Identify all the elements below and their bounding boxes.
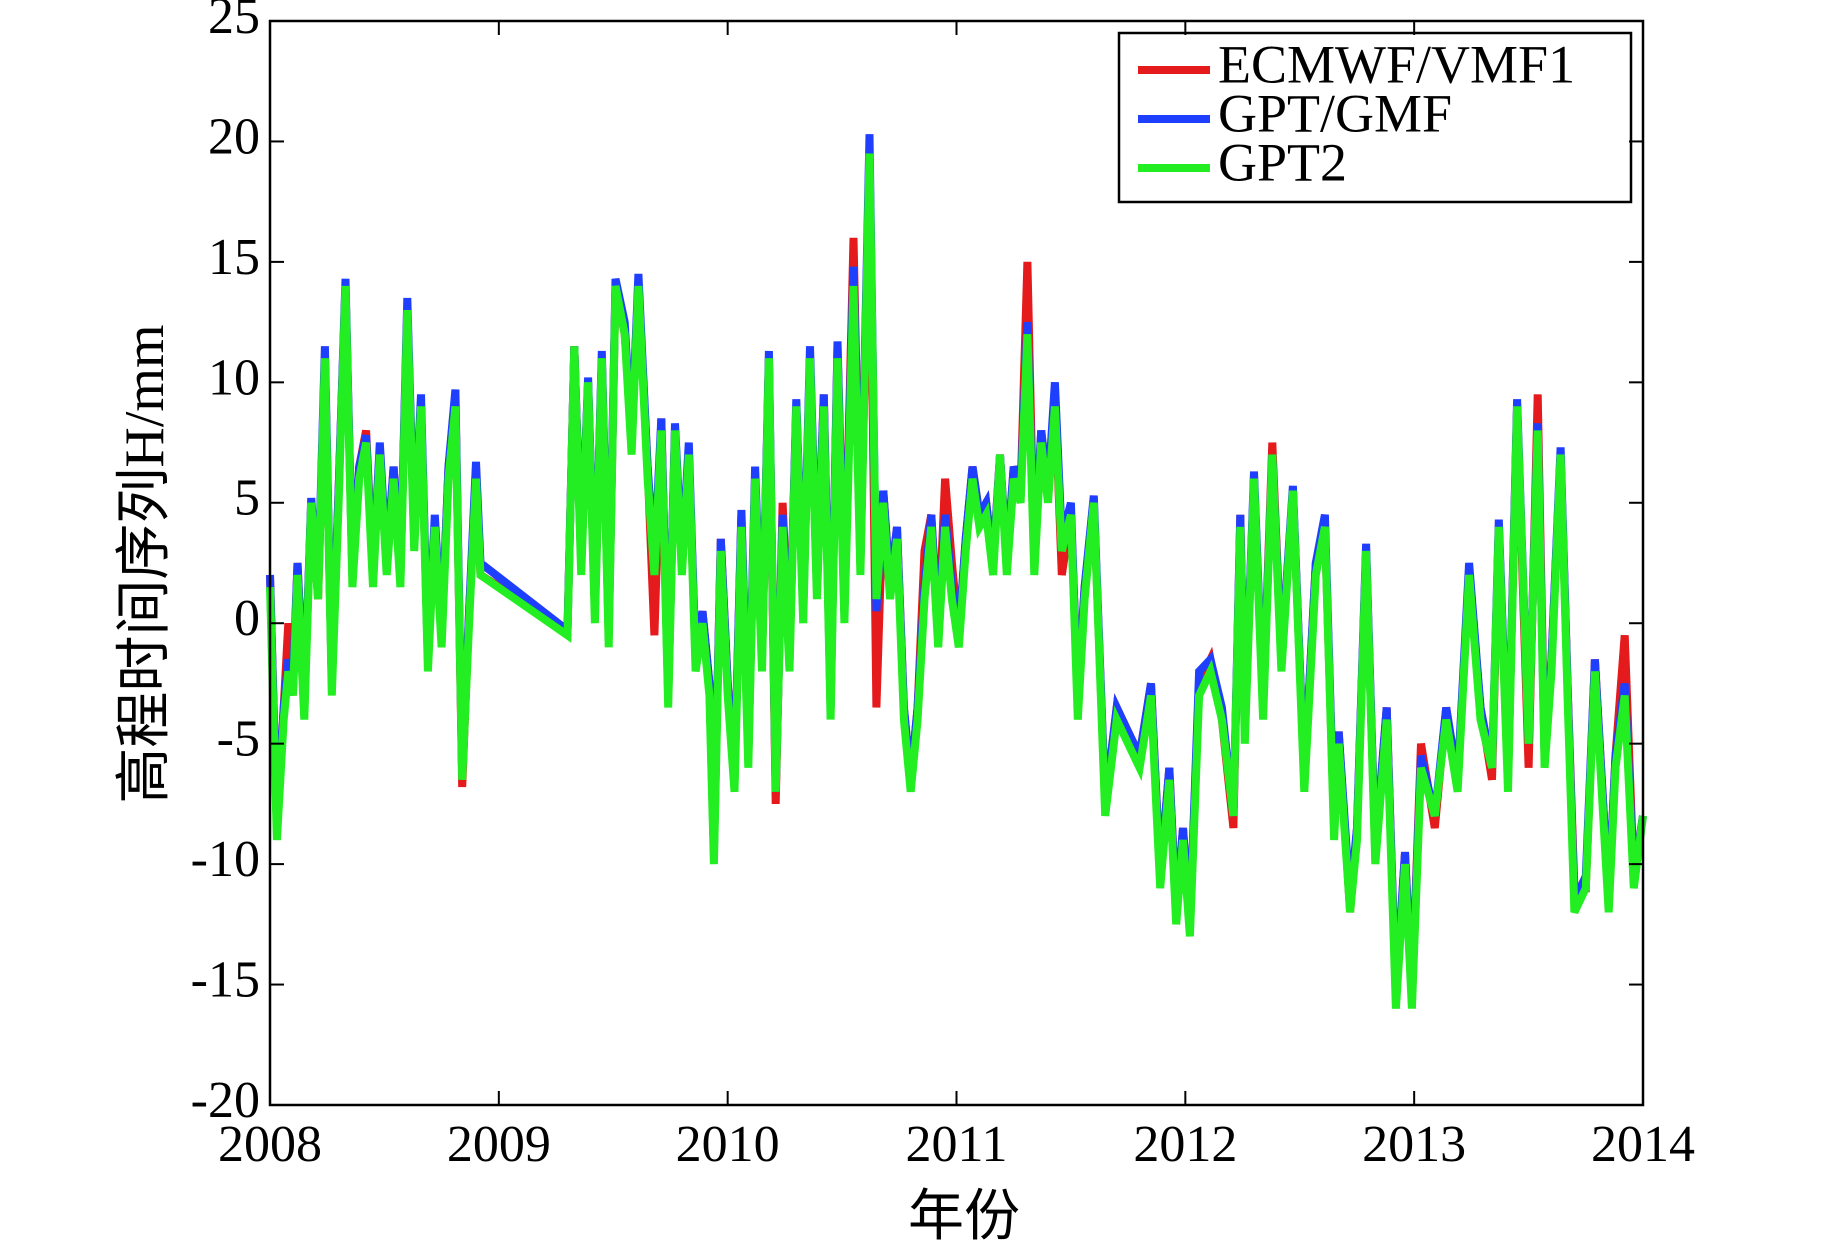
- series-line: [266, 153, 1647, 1009]
- y-tick-label: 0: [234, 590, 260, 647]
- x-tick-label: 2008: [218, 1116, 322, 1173]
- x-tick-label: 2010: [676, 1116, 780, 1173]
- legend-label: GPT/GMF: [1218, 83, 1452, 143]
- x-tick-label: 2014: [1591, 1116, 1695, 1173]
- y-tick-label: -15: [191, 951, 260, 1008]
- legend-label: GPT2: [1218, 132, 1347, 192]
- y-tick-label: -20: [191, 1072, 260, 1129]
- lines: [266, 134, 1647, 1009]
- x-axis-label: 年份: [908, 1186, 1020, 1248]
- y-tick-label: 15: [208, 229, 260, 286]
- legend-label: ECMWF/VMF1: [1218, 34, 1575, 94]
- x-tick-label: 2011: [905, 1116, 1007, 1173]
- y-tick-label: 5: [234, 470, 260, 527]
- x-tick-label: 2013: [1362, 1116, 1466, 1173]
- y-tick-label: 10: [208, 349, 260, 406]
- y-tick-label: 20: [208, 108, 260, 165]
- y-tick-label: -5: [217, 711, 260, 768]
- y-tick-label: -10: [191, 831, 260, 888]
- y-axis-label: 高程时间序列H/mm: [114, 324, 176, 803]
- x-tick-label: 2009: [447, 1116, 551, 1173]
- y-tick-label: 25: [208, 0, 260, 45]
- x-tick-label: 2012: [1133, 1116, 1237, 1173]
